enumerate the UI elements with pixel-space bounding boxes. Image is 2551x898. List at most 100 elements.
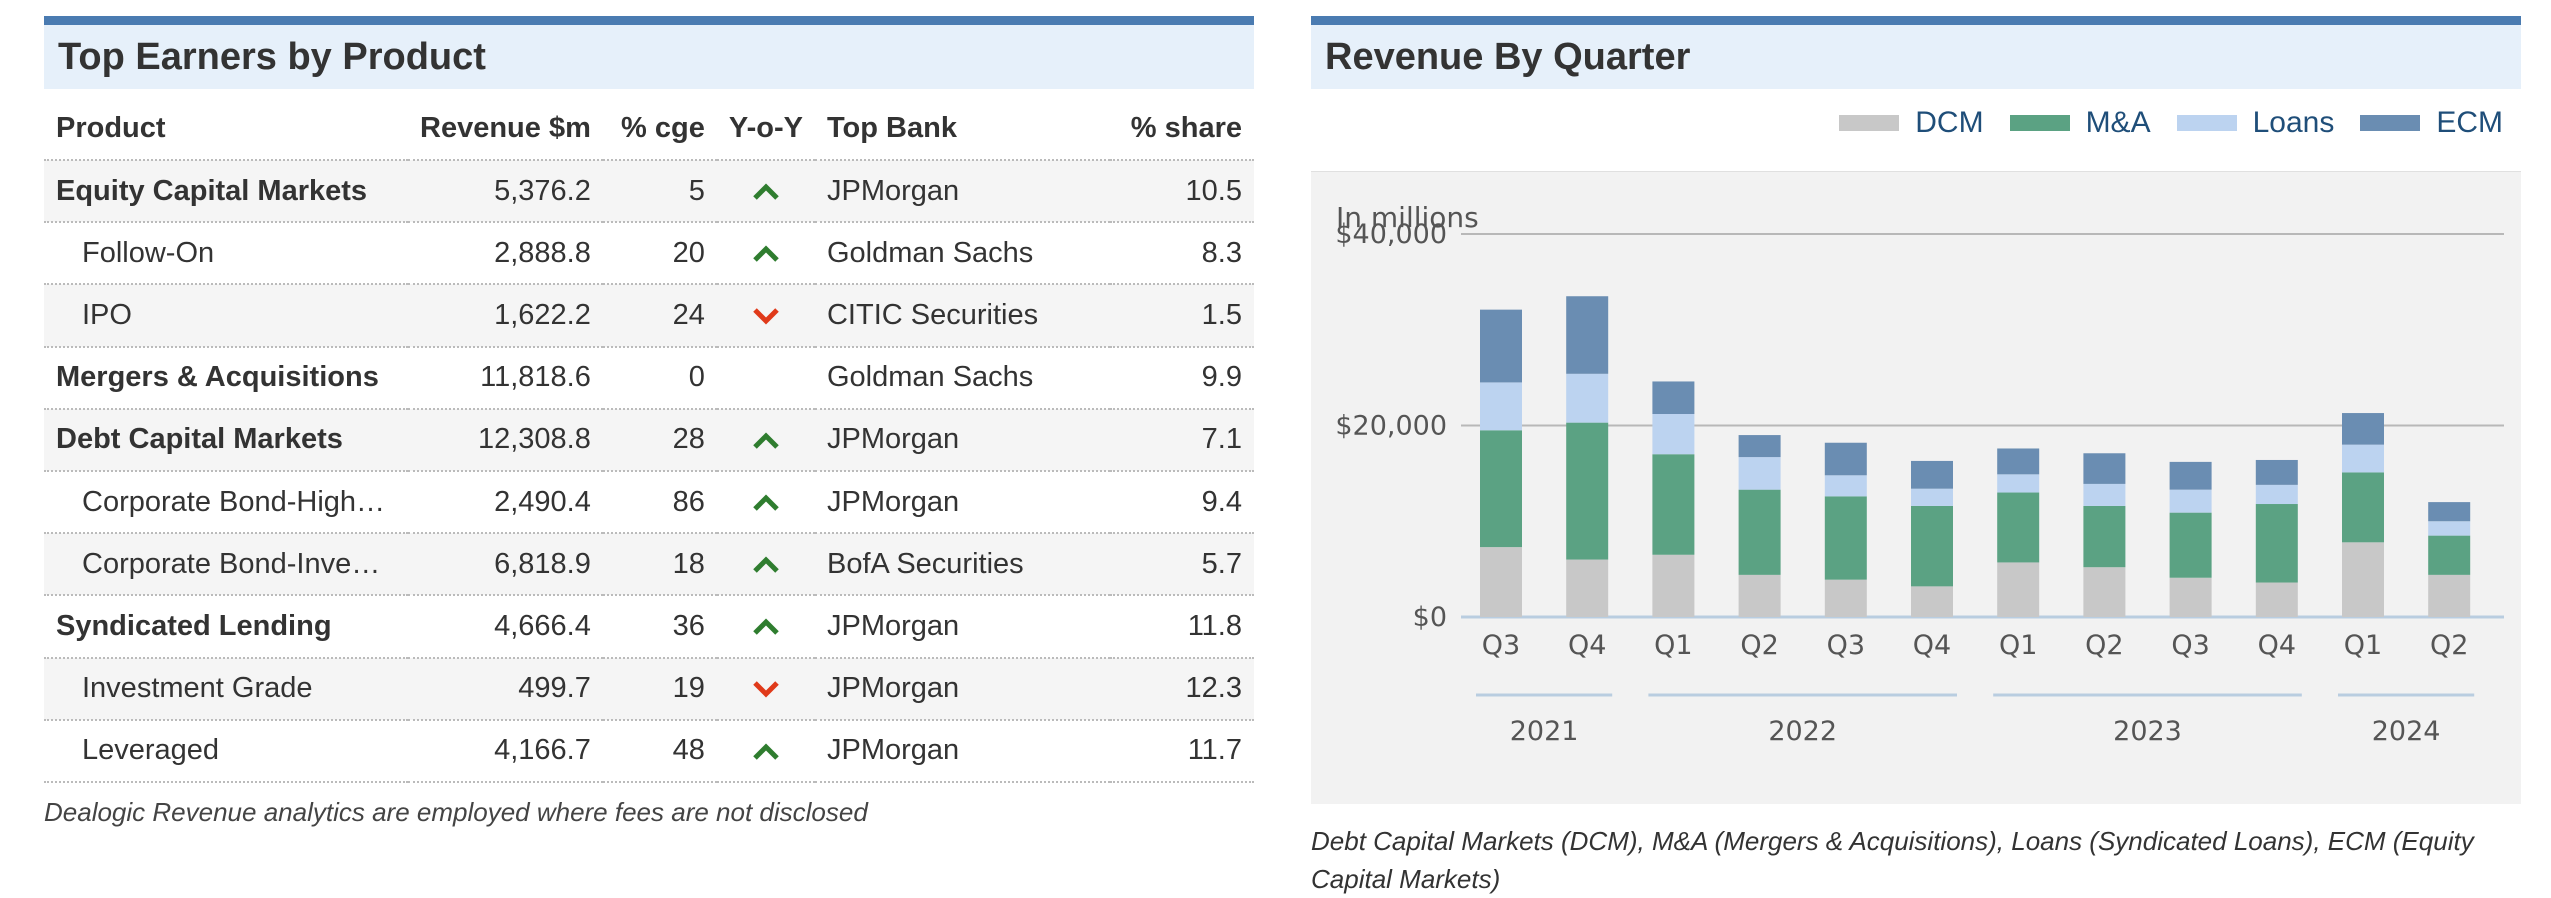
table-row[interactable]: Mergers & Acquisitions 11,818.6 0 Goldman S… xyxy=(44,346,1254,410)
yoy-cell xyxy=(716,284,815,348)
bar-segment-ecm xyxy=(1480,309,1522,383)
bar-segment-ecm xyxy=(1824,442,1867,476)
chevron-up-icon xyxy=(753,743,779,760)
product-cell: Leveraged xyxy=(44,719,408,783)
bar-segment-ma xyxy=(2169,512,2212,578)
bar-segment-ma xyxy=(1911,505,1953,587)
table-row[interactable]: Leveraged 4,166.7 48 JPMorgan 11.7 xyxy=(44,719,1254,783)
yoy-cell xyxy=(716,346,815,410)
revenue-by-quarter-panel: Revenue By Quarter DCM M&A Loans ECM In mil… xyxy=(1311,16,2521,898)
table-row[interactable]: Debt Capital Markets 12,308.8 28 JPMorgan 7.… xyxy=(44,408,1254,472)
x-tick-label: Q2 xyxy=(2430,630,2468,661)
revenue-cell: 1,622.2 xyxy=(408,284,603,348)
legend-item[interactable]: DCM xyxy=(1839,106,1984,140)
revenue-cell: 4,666.4 xyxy=(408,595,603,659)
share-cell: 8.3 xyxy=(1110,222,1254,286)
top-bank-cell: CITIC Securities xyxy=(814,284,1110,348)
bar-segment-ecm xyxy=(2255,459,2298,485)
chevron-up-icon xyxy=(753,245,779,262)
bar-segment-dcm xyxy=(1997,562,2040,617)
bar-segment-ma xyxy=(2255,504,2298,583)
bar-segment-loans xyxy=(1824,475,1867,497)
bar-segment-ma xyxy=(1824,496,1867,580)
table-row[interactable]: Equity Capital Markets 5,376.2 5 JPMorgan 10… xyxy=(44,160,1254,224)
x-tick-label: Q3 xyxy=(1827,630,1865,661)
table-row[interactable]: Syndicated Lending 4,666.4 36 JPMorgan 11.8 xyxy=(44,595,1254,659)
bar-segment-dcm xyxy=(2083,567,2126,617)
bar-segment-ecm xyxy=(1738,435,1781,458)
col-header-top-bank[interactable]: Top Bank xyxy=(814,97,1110,161)
legend-swatch xyxy=(2360,115,2421,131)
revenue-cell: 2,490.4 xyxy=(408,470,603,535)
bar-segment-dcm xyxy=(1824,579,1867,617)
legend-item[interactable]: ECM xyxy=(2360,106,2503,140)
chart-caption: Debt Capital Markets (DCM), M&A (Mergers… xyxy=(1311,826,2474,894)
x-tick-label: Q4 xyxy=(1913,630,1951,661)
table-row[interactable]: Follow-On 2,888.8 20 Goldman Sachs 8.3 xyxy=(44,222,1254,286)
top-bank-cell: Goldman Sachs xyxy=(814,222,1110,286)
chevron-up-icon xyxy=(753,618,779,636)
bar-segment-loans xyxy=(2169,489,2212,513)
bar-segment-dcm xyxy=(1652,554,1695,617)
share-cell: 10.5 xyxy=(1110,160,1254,224)
bar-segment-dcm xyxy=(2342,542,2384,617)
chevron-up-icon xyxy=(753,494,779,511)
top-earners-table: Product Revenue $m % cge Y-o-Y Top Bank … xyxy=(44,97,1254,783)
top-bank-cell: BofA Securities xyxy=(814,533,1110,597)
bar-segment-loans xyxy=(1738,457,1781,490)
bar-segment-loans xyxy=(1997,474,2040,493)
top-earners-header: Top Earners by Product xyxy=(44,16,1254,89)
col-header-product[interactable]: Product xyxy=(44,97,408,161)
footnote: Dealogic Revenue analytics are employed … xyxy=(44,796,868,827)
product-cell: Syndicated Lending xyxy=(44,595,408,659)
change-cell: 28 xyxy=(602,408,717,472)
col-header-revenue[interactable]: Revenue $m xyxy=(408,97,603,161)
legend-item[interactable]: Loans xyxy=(2176,106,2334,140)
yoy-cell xyxy=(716,719,815,783)
y-axis-title: In millions xyxy=(1336,201,1479,234)
table-row[interactable]: IPO 1,622.2 24 CITIC Securities 1.5 xyxy=(44,284,1254,348)
top-bank-cell: JPMorgan xyxy=(814,470,1110,535)
chart-area: In millions $0 $20,000 $40,000 Q3 Q4 Q1 Q2 Q3 Q4 Q… xyxy=(1311,171,2521,804)
x-tick-label: Q2 xyxy=(2085,630,2123,661)
table-row[interactable]: Corporate Bond-High… 2,490.4 86 JPMorgan 9.4 xyxy=(44,470,1254,535)
year-group-label: 2023 xyxy=(2113,716,2182,747)
y-tick-label: $20,000 xyxy=(1335,411,1447,442)
share-cell: 11.7 xyxy=(1110,719,1254,783)
legend-item[interactable]: M&A xyxy=(2009,106,2151,140)
chevron-down-icon xyxy=(753,308,779,325)
legend-label: M&A xyxy=(2085,106,2151,139)
share-cell: 9.9 xyxy=(1110,346,1254,410)
bar-segment-dcm xyxy=(1480,547,1522,617)
share-cell: 12.3 xyxy=(1110,657,1254,721)
change-cell: 36 xyxy=(602,595,717,659)
year-group-label: 2021 xyxy=(1510,716,1579,747)
col-header-yoy[interactable]: Y-o-Y xyxy=(716,97,815,161)
change-cell: 5 xyxy=(602,160,717,224)
legend-label: DCM xyxy=(1915,106,1984,139)
col-header-cge[interactable]: % cge xyxy=(602,97,717,161)
table-row[interactable]: Corporate Bond-Inve… 6,818.9 18 BofA Securi… xyxy=(44,533,1254,597)
bar-segment-ecm xyxy=(1997,448,2040,475)
revenue-cell: 499.7 xyxy=(408,657,603,721)
x-tick-label: Q1 xyxy=(2344,630,2382,661)
table-row[interactable]: Investment Grade 499.7 19 JPMorgan 12.3 xyxy=(44,657,1254,721)
product-cell: Investment Grade xyxy=(44,657,408,721)
x-tick-label: Q4 xyxy=(1568,630,1606,661)
year-group-label: 2024 xyxy=(2372,716,2441,747)
top-bank-cell: Goldman Sachs xyxy=(814,346,1110,410)
share-cell: 7.1 xyxy=(1110,408,1254,472)
chevron-up-icon xyxy=(753,183,779,200)
revenue-cell: 5,376.2 xyxy=(408,160,603,224)
revenue-title: Revenue By Quarter xyxy=(1325,35,1691,78)
col-header-share[interactable]: % share xyxy=(1110,97,1254,161)
change-cell: 0 xyxy=(602,346,717,410)
chevron-up-icon xyxy=(753,556,779,573)
bar-segment-ecm xyxy=(1566,296,1609,374)
product-cell: Corporate Bond-High… xyxy=(44,470,408,535)
y-tick-label: $0 xyxy=(1413,602,1447,633)
top-bank-cell: JPMorgan xyxy=(814,408,1110,472)
yoy-cell xyxy=(716,595,815,659)
yoy-cell xyxy=(716,408,815,472)
top-earners-panel: Top Earners by Product Product Revenue $… xyxy=(44,16,1254,828)
